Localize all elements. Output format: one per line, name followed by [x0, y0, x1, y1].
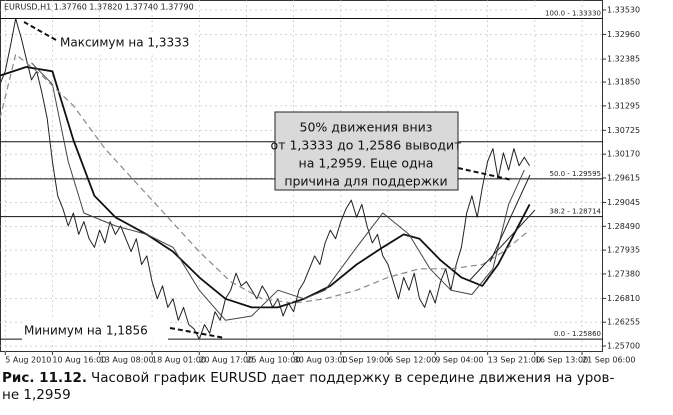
trend-line	[489, 174, 531, 263]
chart: EURUSD,H1 1.37760 1.37820 1.37740 1.3779…	[0, 0, 640, 365]
y-tick-label: 1.29615	[607, 173, 640, 182]
caption-text: не 1,2959	[2, 387, 71, 403]
note-text: от 1,3333 до 1,2586 выводит	[271, 138, 462, 153]
arrow	[457, 167, 513, 181]
y-tick-label: 1.30170	[607, 150, 640, 159]
y-tick-label: 1.26810	[607, 294, 640, 303]
x-tick-label: 30 Aug 03:00	[294, 356, 348, 365]
fib-label-bg	[528, 207, 602, 216]
y-tick-label: 1.25700	[607, 342, 640, 351]
y-tick-label: 1.26255	[607, 318, 640, 327]
note-text: причина для поддержки	[284, 174, 447, 189]
y-tick-label: 1.28490	[607, 222, 640, 231]
y-tick-label: 1.27380	[607, 269, 640, 278]
x-tick-label: 21 Sep 06:00	[582, 356, 635, 365]
note-max: Максимум на 1,3333	[60, 36, 189, 50]
note-text: 50% движения вниз	[300, 120, 433, 135]
price-line	[0, 18, 531, 340]
x-tick-label: 18 Aug 01:00	[152, 356, 206, 365]
arrow	[169, 327, 226, 339]
caption: Рис. 11.12. Часовой график EURUSD дает по…	[2, 370, 670, 404]
note-text: на 1,2959. Еще одна	[299, 156, 434, 171]
fib-label: 100.0 - 1.33330	[545, 10, 601, 18]
x-tick-label: 1 Sep 19:00	[341, 356, 389, 365]
note-min: Минимум на 1,1856	[24, 324, 148, 338]
x-tick-label: 25 Aug 10:00	[246, 356, 300, 365]
note-box	[274, 111, 459, 191]
arrow	[23, 21, 57, 41]
x-tick-label: 13 Aug 08:00	[100, 356, 154, 365]
note-box	[22, 320, 168, 341]
fib-label: 50.0 - 1.29595	[549, 170, 601, 178]
fib-label-bg	[528, 330, 602, 339]
y-tick-label: 1.33530	[607, 5, 640, 14]
x-tick-label: 16 Sep 13:00	[535, 356, 588, 365]
moving-average	[31, 62, 525, 321]
fib-label-bg	[528, 9, 602, 18]
fib-label-bg	[528, 169, 602, 178]
x-tick-label: 6 Sep 12:00	[388, 356, 436, 365]
fib-label: 0.0 - 1.25860	[554, 330, 601, 338]
x-tick-label: 10 Aug 16:00	[52, 356, 106, 365]
chart-title: EURUSD,H1 1.37760 1.37820 1.37740 1.3779…	[4, 3, 194, 12]
fib-label: 38.2 - 1.28714	[549, 208, 601, 216]
moving-average	[0, 53, 530, 304]
y-tick-label: 1.32960	[607, 30, 640, 39]
note-box	[58, 32, 195, 53]
x-tick-label: 13 Sep 21:00	[488, 356, 541, 365]
trend-line	[469, 209, 536, 281]
x-tick-label: 9 Sep 04:00	[435, 356, 483, 365]
x-tick-label: 20 Aug 17:00	[199, 356, 253, 365]
y-tick-label: 1.30725	[607, 126, 640, 135]
y-tick-label: 1.29045	[607, 198, 640, 207]
x-tick-label: 5 Aug 2010	[5, 356, 51, 365]
y-tick-label: 1.31295	[607, 101, 640, 110]
caption-label: Рис. 11.12.	[2, 370, 88, 386]
y-tick-label: 1.27935	[607, 246, 640, 255]
y-tick-label: 1.32385	[607, 55, 640, 64]
caption-text: Часовой график EURUSD дает поддержку в с…	[91, 370, 615, 386]
y-tick-label: 1.31850	[607, 78, 640, 87]
